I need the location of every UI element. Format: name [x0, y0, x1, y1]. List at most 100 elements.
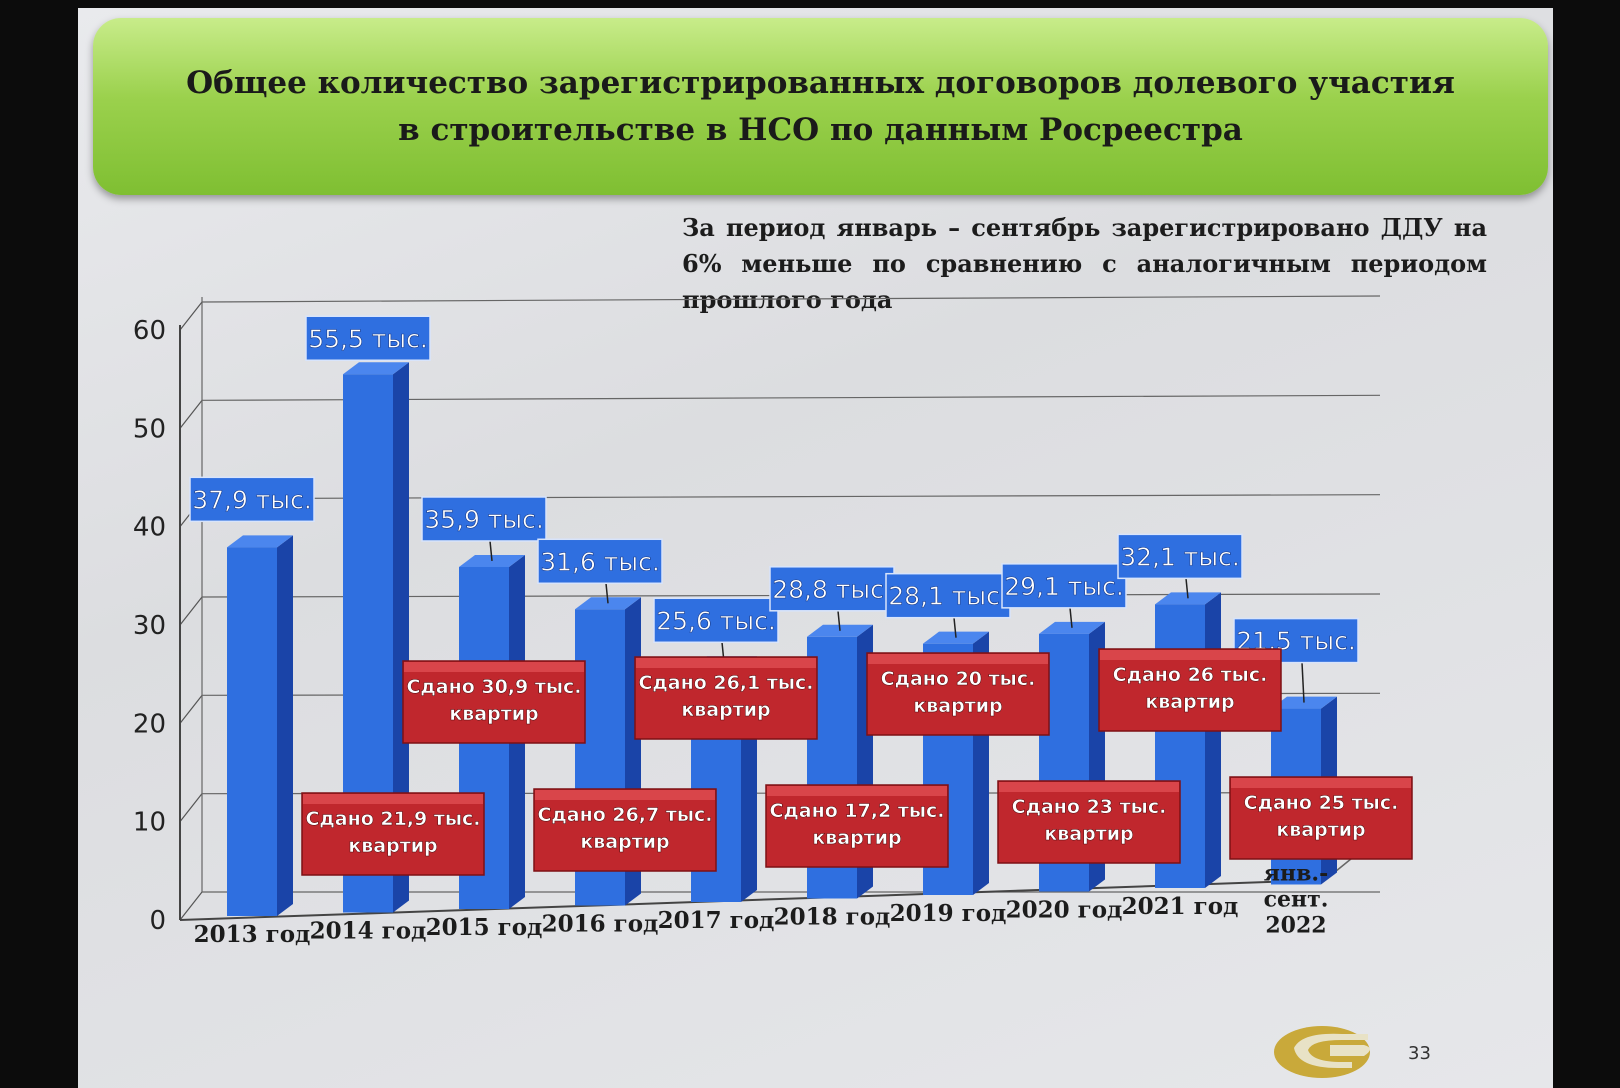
delivered-box [997, 780, 1181, 864]
y-tick-label: 50 [133, 414, 166, 444]
delivered-label: квартир [1276, 819, 1365, 841]
delivered-box-highlight [303, 794, 483, 804]
value-label-box [885, 572, 1011, 619]
delivered-box [1229, 776, 1413, 860]
gridline-depth [179, 301, 203, 331]
delivered-label: квартир [449, 703, 538, 725]
delivered-label: квартир [1044, 823, 1133, 845]
leader-line [1185, 578, 1189, 599]
value-label: 28,8 тыс. [772, 575, 892, 604]
delivered-box [765, 784, 949, 868]
x-tick-label: 2019 год [890, 900, 1007, 927]
gridline-depth [179, 793, 203, 823]
delivered-box-highlight [535, 790, 715, 800]
delivered-box-highlight [404, 662, 584, 672]
y-tick-label: 20 [133, 709, 166, 739]
delivered-box-highlight [1231, 778, 1411, 788]
delivered-box-highlight [999, 782, 1179, 792]
gridline-depth [179, 596, 203, 626]
leader-line [953, 617, 957, 638]
y-tick-label: 30 [133, 611, 166, 641]
value-label: 21,5 тыс. [1236, 627, 1356, 656]
delivered-label: Сдано 26,1 тыс. [638, 672, 813, 694]
bar-side [393, 362, 409, 913]
delivered-label: Сдано 26 тыс. [1113, 664, 1268, 686]
x-tick-label: 2015 год [426, 914, 543, 941]
delivered-label: квартир [812, 827, 901, 849]
slide-title: Общее количество зарегистрированных дого… [186, 65, 1455, 148]
delivered-box [402, 660, 586, 744]
leader-line [605, 583, 609, 604]
delivered-label: Сдано 30,9 тыс. [406, 676, 581, 698]
x-tick-label: 2021 год [1122, 893, 1239, 920]
value-label-box [653, 597, 779, 644]
value-label-box [189, 476, 315, 523]
value-label: 29,1 тыс. [1004, 572, 1124, 601]
leader-line [489, 540, 493, 562]
delivered-label: квартир [913, 695, 1002, 717]
bar-side [277, 535, 293, 916]
delivered-label: Сдано 23 тыс. [1012, 796, 1167, 818]
delivered-box [1098, 648, 1282, 732]
delivered-label: Сдано 26,7 тыс. [537, 804, 712, 826]
x-tick-label: сент. [1264, 887, 1329, 913]
x-tick-label: 2017 год [658, 907, 775, 934]
y-tick-label: 0 [149, 906, 166, 936]
value-label-box [769, 566, 895, 612]
bar-top [227, 535, 293, 548]
gridline-depth [179, 399, 203, 429]
bar [227, 547, 277, 916]
delivered-box-highlight [868, 654, 1048, 664]
value-label-box [1117, 533, 1243, 580]
value-label: 32,1 тыс. [1120, 542, 1240, 571]
y-tick-label: 60 [133, 316, 166, 346]
bar-top [343, 362, 409, 375]
gridline [201, 295, 1381, 303]
title-banner: Общее количество зарегистрированных дого… [93, 18, 1548, 195]
delivered-box-highlight [1100, 650, 1280, 660]
delivered-label: Сдано 20 тыс. [881, 668, 1036, 690]
delivered-box [533, 788, 717, 872]
summary-note: За период январь – сентябрь зарегистриро… [682, 213, 1487, 314]
delivered-label: квартир [681, 699, 770, 721]
value-label-box [305, 315, 431, 361]
delivered-box-highlight [636, 658, 816, 668]
x-tick-label: 2014 год [310, 918, 427, 945]
x-tick-label: 2018 год [774, 904, 891, 931]
value-label: 55,5 тыс. [308, 324, 428, 353]
delivered-label: Сдано 25 тыс. [1244, 792, 1399, 814]
x-tick-label: 2020 год [1006, 897, 1123, 924]
leader-line [1301, 662, 1305, 703]
value-label: 31,6 тыс. [540, 547, 660, 576]
delivered-label: квартир [1145, 691, 1234, 713]
delivered-box [301, 792, 485, 876]
value-label-box [421, 496, 547, 542]
delivered-label: квартир [580, 831, 669, 853]
delivered-label: квартир [348, 835, 437, 857]
value-label: 37,9 тыс. [192, 485, 312, 514]
value-label: 28,1 тыс. [888, 582, 1008, 611]
x-tick-label: 2013 год [194, 921, 311, 948]
delivered-box [634, 656, 818, 740]
x-tick-label: янв.- [1264, 861, 1328, 887]
x-tick-label: 2016 год [542, 911, 659, 938]
gridline-depth [179, 891, 203, 921]
leader-line [837, 610, 841, 631]
value-label-box [1001, 563, 1127, 609]
page-number: 33 [1408, 1043, 1431, 1064]
gridline-depth [179, 694, 203, 724]
company-logo [1274, 1026, 1370, 1078]
leader-line [1069, 607, 1073, 628]
x-tick-label: 2022 [1265, 913, 1326, 939]
delivered-box [866, 652, 1050, 736]
delivered-label: Сдано 17,2 тыс. [769, 800, 944, 822]
value-label: 25,6 тыс. [656, 606, 776, 635]
delivered-label: Сдано 21,9 тыс. [305, 808, 480, 830]
y-tick-label: 40 [133, 513, 166, 543]
x-axis [179, 879, 1326, 921]
value-label: 35,9 тыс. [424, 505, 544, 534]
bar-side [1205, 592, 1221, 888]
y-tick-label: 10 [133, 808, 166, 838]
delivered-box-highlight [767, 786, 947, 796]
